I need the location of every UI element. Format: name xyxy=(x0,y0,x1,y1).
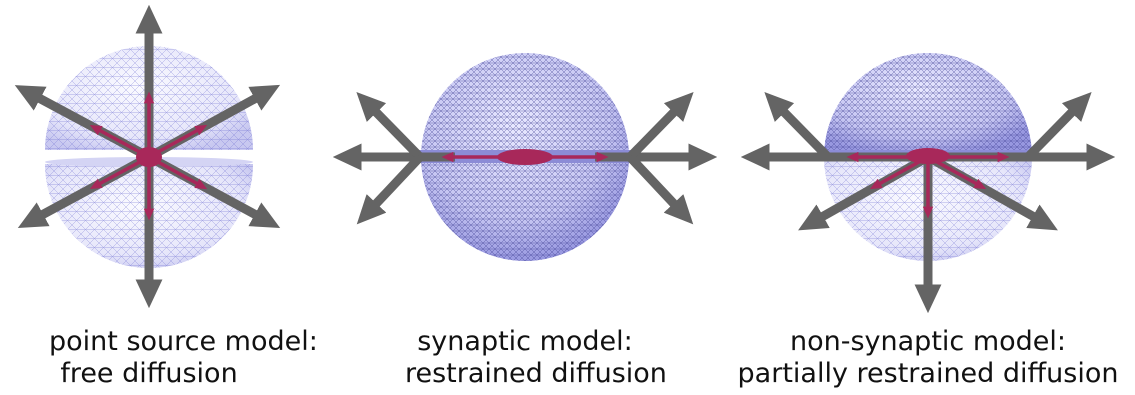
caption-synaptic-line2: restrained diffusion xyxy=(405,358,667,389)
caption-non-synaptic-line2: partially restrained diffusion xyxy=(737,358,1119,389)
non-synaptic-source-marker xyxy=(906,148,950,164)
caption-synaptic: synaptic model: restrained diffusion xyxy=(405,326,667,390)
synaptic-source-marker xyxy=(497,149,553,165)
arrows-restrained-right xyxy=(595,91,718,225)
caption-point-source-line2: free diffusion xyxy=(60,358,238,389)
caption-point-source-line1: point source model: xyxy=(49,326,318,357)
panel-point-source xyxy=(14,4,281,309)
panel-synaptic xyxy=(332,53,718,261)
point-source-marker xyxy=(136,147,162,167)
panel-non-synaptic xyxy=(740,53,1116,314)
caption-synaptic-line1: synaptic model: xyxy=(417,326,633,357)
caption-non-synaptic: non-synaptic model: partially restrained… xyxy=(728,326,1128,390)
caption-point-source: point source model: free diffusion xyxy=(49,326,318,390)
caption-non-synaptic-line1: non-synaptic model: xyxy=(789,326,1066,357)
